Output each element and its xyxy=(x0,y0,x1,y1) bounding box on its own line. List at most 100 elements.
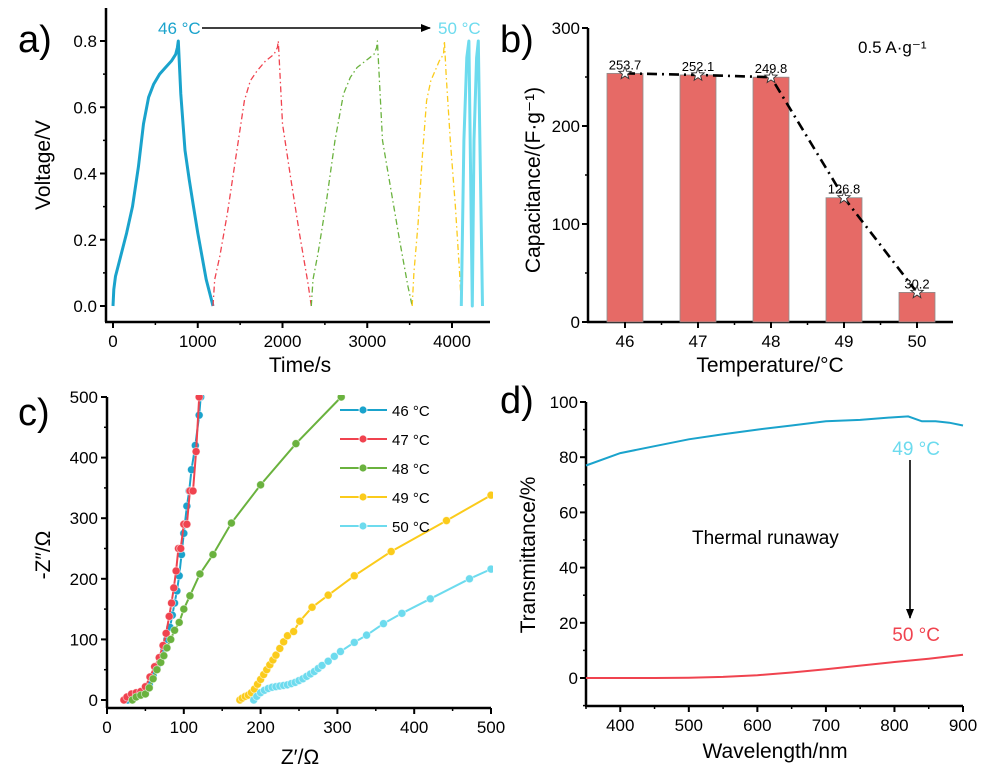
d-x-tick-label: 800 xyxy=(880,716,908,735)
b-star-marker xyxy=(836,189,852,205)
a-x-tick-label: 0 xyxy=(108,332,117,351)
b-bar-48 xyxy=(752,76,790,323)
a-y-tick-label: 0.8 xyxy=(73,32,97,51)
c-series-48-point xyxy=(195,569,205,579)
d-x-axis-label: Wavelength/nm xyxy=(702,740,847,763)
c-series-48-point xyxy=(159,651,169,661)
c-series-47-point xyxy=(194,395,204,402)
d-y-tick-label: 40 xyxy=(559,559,578,578)
c-series-48-point xyxy=(227,518,236,528)
b-bar-46 xyxy=(606,72,644,323)
c-series-48-point xyxy=(291,439,301,449)
c-series-48-point xyxy=(185,591,195,601)
c-series-49-point xyxy=(349,571,359,581)
c-series-48-point xyxy=(144,683,154,693)
a-annotation-start: 46 °C xyxy=(158,19,201,38)
b-x-tick-label: 47 xyxy=(689,332,708,351)
b-x-tick-label: 46 xyxy=(616,332,635,351)
c-x-tick-label: 100 xyxy=(170,718,198,737)
b-y-tick-label: 200 xyxy=(552,117,580,136)
c-series-50-point xyxy=(323,656,333,666)
b-y-tick-label: 0 xyxy=(571,313,580,332)
c-series-47-point xyxy=(182,519,192,529)
c-series-50-point xyxy=(329,651,339,661)
a-x-tick-label: 2000 xyxy=(264,332,302,351)
a-x-tick-label: 1000 xyxy=(179,332,217,351)
b-bar-47 xyxy=(679,74,717,323)
c-legend-label: 50 °C xyxy=(392,519,430,536)
c-y-tick-label: 0 xyxy=(89,691,98,710)
c-legend-label: 49 °C xyxy=(392,490,430,507)
c-series-48-point xyxy=(162,643,172,653)
d-series-49-line xyxy=(585,415,964,467)
c-y-tick-label: 200 xyxy=(70,570,98,589)
c-series-50-point xyxy=(379,619,388,629)
a-series-48-line xyxy=(310,40,413,307)
c-series-48-point xyxy=(170,625,179,635)
c-series-47-point xyxy=(171,566,181,576)
a-panel-label: a) xyxy=(18,19,52,61)
c-series-49-point xyxy=(323,590,333,600)
c-series-49-point xyxy=(271,650,281,660)
c-legend-marker xyxy=(358,463,368,473)
b-panel-label: b) xyxy=(500,19,534,61)
b-x-tick-label: 49 xyxy=(835,332,854,351)
c-plot-area xyxy=(119,395,493,705)
c-series-49-point xyxy=(386,547,396,556)
d-y-tick-label: 0 xyxy=(569,669,578,688)
c-x-axis-label: Z′/Ω xyxy=(281,746,319,767)
c-legend-label: 46 °C xyxy=(392,403,430,420)
b-bar-49 xyxy=(825,197,863,323)
c-y-axis-label: -Z″/Ω xyxy=(32,531,55,580)
a-y-tick-label: 0.6 xyxy=(73,98,97,117)
a-y-tick-label: 0.2 xyxy=(73,231,97,250)
panel-c: 0 100 200 300 400 500 0 100 200 300 400 500 46 °C 47 … xyxy=(18,388,505,767)
d-series-50-line xyxy=(586,653,964,679)
b-star-marker xyxy=(690,67,706,82)
b-x-tick-label: 48 xyxy=(762,332,781,351)
c-y-tick-label: 400 xyxy=(70,449,98,468)
c-series-50-point xyxy=(317,661,327,670)
b-bar-50 xyxy=(898,292,936,323)
panel-a: 0 1000 2000 3000 4000 0.0 0.2 0.4 0.6 0.8 Time/s Vo… xyxy=(18,8,490,377)
d-x-tick-label: 500 xyxy=(675,716,703,735)
b-y-axis-label: Capacitance/(F·g⁻¹) xyxy=(522,87,545,273)
a-series-49-line xyxy=(411,40,462,307)
d-x-tick-label: 900 xyxy=(949,716,977,735)
b-star-marker xyxy=(763,69,779,84)
c-series-48-point xyxy=(148,674,158,684)
c-series-47-point xyxy=(176,544,186,553)
c-series-49-point xyxy=(486,490,493,500)
panel-d: 400 500 600 700 800 900 0 20 40 60 80 100 49 °C Therm… xyxy=(500,380,977,763)
a-y-axis-label: Voltage/V xyxy=(32,120,55,210)
c-series-47-point xyxy=(169,583,179,593)
c-series-50-point xyxy=(349,638,359,647)
c-x-tick-label: 200 xyxy=(246,718,274,737)
c-series-50-point xyxy=(486,564,493,574)
d-annotation-50: 50 °C xyxy=(892,625,940,646)
b-data-label: 252.1 xyxy=(682,59,715,74)
d-annotation-49: 49 °C xyxy=(892,439,940,460)
c-x-tick-label: 0 xyxy=(102,718,111,737)
d-y-axis-label: Transmittance/% xyxy=(517,477,540,634)
b-data-label: 253.7 xyxy=(609,57,642,72)
a-series-50-line xyxy=(459,39,484,308)
c-y-tick-label: 100 xyxy=(70,630,98,649)
d-panel-label: d) xyxy=(500,380,534,422)
c-series-49-point xyxy=(289,627,299,636)
b-x-axis-label: Temperature/°C xyxy=(696,354,843,377)
c-series-49-point xyxy=(275,644,285,653)
c-legend-marker xyxy=(358,405,368,415)
a-x-tick-label: 3000 xyxy=(348,332,386,351)
b-data-label: 249.8 xyxy=(755,61,788,76)
a-series-46-line xyxy=(111,39,215,307)
c-series-48-point xyxy=(208,550,218,559)
c-legend-marker xyxy=(358,521,368,531)
d-x-tick-label: 400 xyxy=(606,716,634,735)
d-y-tick-label: 60 xyxy=(559,503,578,522)
c-series-47-point xyxy=(164,611,174,621)
c-series-50-point xyxy=(362,630,371,640)
a-x-axis-label: Time/s xyxy=(269,354,331,377)
c-series-49-point xyxy=(283,631,292,641)
a-y-tick-label: 0.4 xyxy=(73,165,97,184)
